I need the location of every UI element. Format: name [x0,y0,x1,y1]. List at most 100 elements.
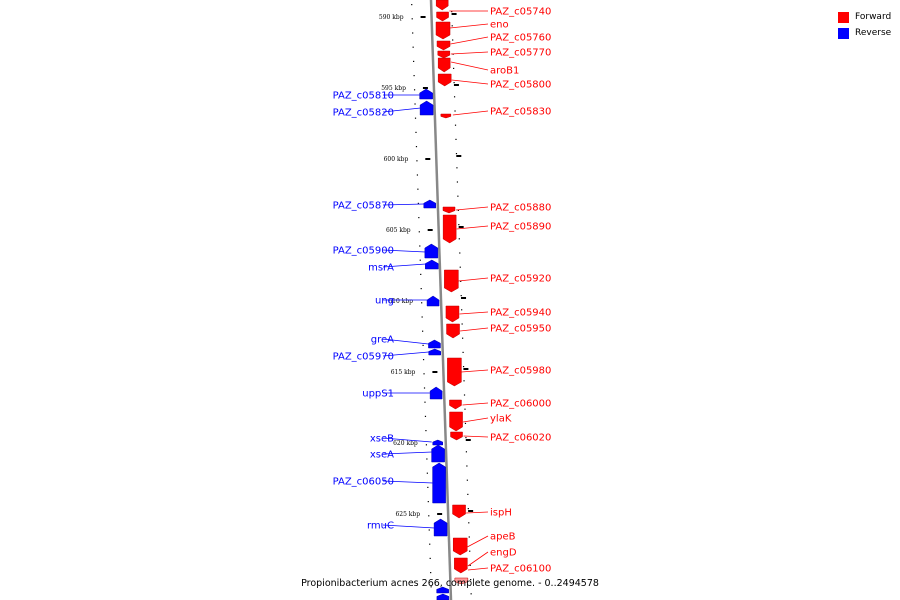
reverse-gene-label[interactable]: PAZ_c05970 [333,352,394,363]
scale-dot [462,351,464,353]
forward-gene-leader [458,277,489,282]
reverse-gene-arrow [433,518,448,537]
reverse-gene-label[interactable]: xseA [370,450,394,461]
scale-dot [470,579,472,581]
scale-tick [453,84,459,86]
legend-item-forward: Forward [838,9,891,25]
forward-gene-label[interactable]: PAZ_c05920 [490,274,551,285]
forward-gene-label[interactable]: ispH [490,508,512,519]
forward-gene-label[interactable]: apeB [490,532,516,543]
scale-dot [466,465,468,467]
scale-dot [454,124,457,126]
reverse-gene-arrow [419,100,434,116]
reverse-gene-label[interactable]: msrA [368,263,394,274]
forward-gene-label[interactable]: PAZ_c05890 [490,222,551,233]
forward-gene-label[interactable]: aroB1 [490,66,519,77]
scale-dot [464,422,467,424]
forward-gene-label[interactable]: PAZ_c05940 [490,308,551,319]
forward-gene-label[interactable]: PAZ_c05950 [490,324,551,335]
forward-gene-arrow [449,399,462,410]
reverse-gene-arrow [431,444,445,463]
forward-gene-arrow [447,357,462,387]
reverse-gene-label[interactable]: xseB [370,434,394,445]
scale-dot [426,472,428,474]
forward-gene-arrow [450,431,463,441]
forward-gene-label[interactable]: PAZ_c06020 [490,433,551,444]
reverse-gene-label[interactable]: uppS1 [362,389,394,400]
scale-dot [455,138,457,140]
forward-gene-arrow [452,537,468,556]
legend: Forward Reverse [838,9,891,41]
reverse-gene-arrow [426,295,440,307]
forward-gene-label[interactable]: PAZ_c05740 [490,7,551,18]
forward-gene-label[interactable]: PAZ_c05980 [490,366,551,377]
scale-tick [451,13,457,15]
forward-gene-leader [456,225,489,230]
scale-tick-label: 610 kbp [388,298,413,305]
reverse-gene-label[interactable]: greA [371,335,394,346]
scale-dot [468,536,470,538]
reverse-gene-label[interactable]: rmuC [367,521,394,532]
forward-gene-arrow [445,305,460,323]
reverse-gene-arrow [436,586,449,594]
forward-gene-label[interactable]: PAZ_c06000 [490,399,551,410]
forward-gene-leader [450,51,489,55]
reverse-gene-arrow [429,386,443,400]
forward-gene-arrow [454,557,468,574]
forward-gene-leader [463,417,489,423]
scale-dot [415,146,418,148]
reverse-gene-label[interactable]: ung [375,296,394,307]
scale-dot [451,11,453,13]
reverse-gene-leader [382,249,426,253]
forward-gene-label[interactable]: eno [490,20,509,31]
scale-tick-label: 620 kbp [393,440,418,447]
scale-dot [453,96,456,98]
forward-gene-arrow [437,57,451,73]
scale-dot [453,82,455,84]
reverse-swatch [838,27,849,39]
forward-gene-leader [459,311,489,315]
forward-gene-label[interactable]: engD [490,548,517,559]
scale-dot [429,557,431,559]
scale-dot [416,160,418,162]
scale-dot [453,67,455,69]
scale-dot [414,103,416,105]
reverse-gene-label[interactable]: PAZ_c05810 [333,91,394,102]
scale-dot [467,493,469,495]
reverse-gene-leader [382,263,426,268]
reverse-gene-arrow [436,593,450,600]
forward-gene-leader [455,206,489,211]
reverse-gene-label[interactable]: PAZ_c05820 [333,108,394,119]
scale-dot [413,60,415,62]
forward-gene-label[interactable]: PAZ_c05770 [490,48,551,59]
reverse-gene-label[interactable]: PAZ_c05900 [333,246,394,257]
forward-gene-arrow [444,269,459,293]
scale-dot [421,302,423,304]
scale-dot [469,564,471,566]
forward-gene-label[interactable]: PAZ_c06100 [490,564,551,575]
forward-gene-leader [463,435,489,438]
scale-dot [411,18,413,20]
reverse-gene-arrow [423,199,437,209]
forward-gene-label[interactable]: PAZ_c05760 [490,33,551,44]
forward-gene-label[interactable]: PAZ_c05800 [490,80,551,91]
forward-swatch [838,11,849,23]
scale-dot [466,479,468,481]
reverse-gene-label[interactable]: PAZ_c06050 [333,477,394,488]
reverse-gene-label[interactable]: PAZ_c05870 [333,201,394,212]
forward-gene-leader [450,61,489,71]
reverse-gene-leader [382,480,434,484]
scale-tick [420,16,426,18]
reverse-gene-arrow [428,348,441,356]
scale-dot [430,586,432,588]
scale-dot [422,330,424,332]
scale-dot [417,202,419,204]
scale-dot [427,486,429,488]
forward-gene-label[interactable]: ylaK [490,414,512,425]
forward-gene-label[interactable]: PAZ_c05830 [490,107,551,118]
forward-gene-arrow [435,0,449,11]
forward-gene-label[interactable]: PAZ_c05880 [490,203,551,214]
scale-dot [418,231,420,233]
genome-backbone [429,0,453,600]
